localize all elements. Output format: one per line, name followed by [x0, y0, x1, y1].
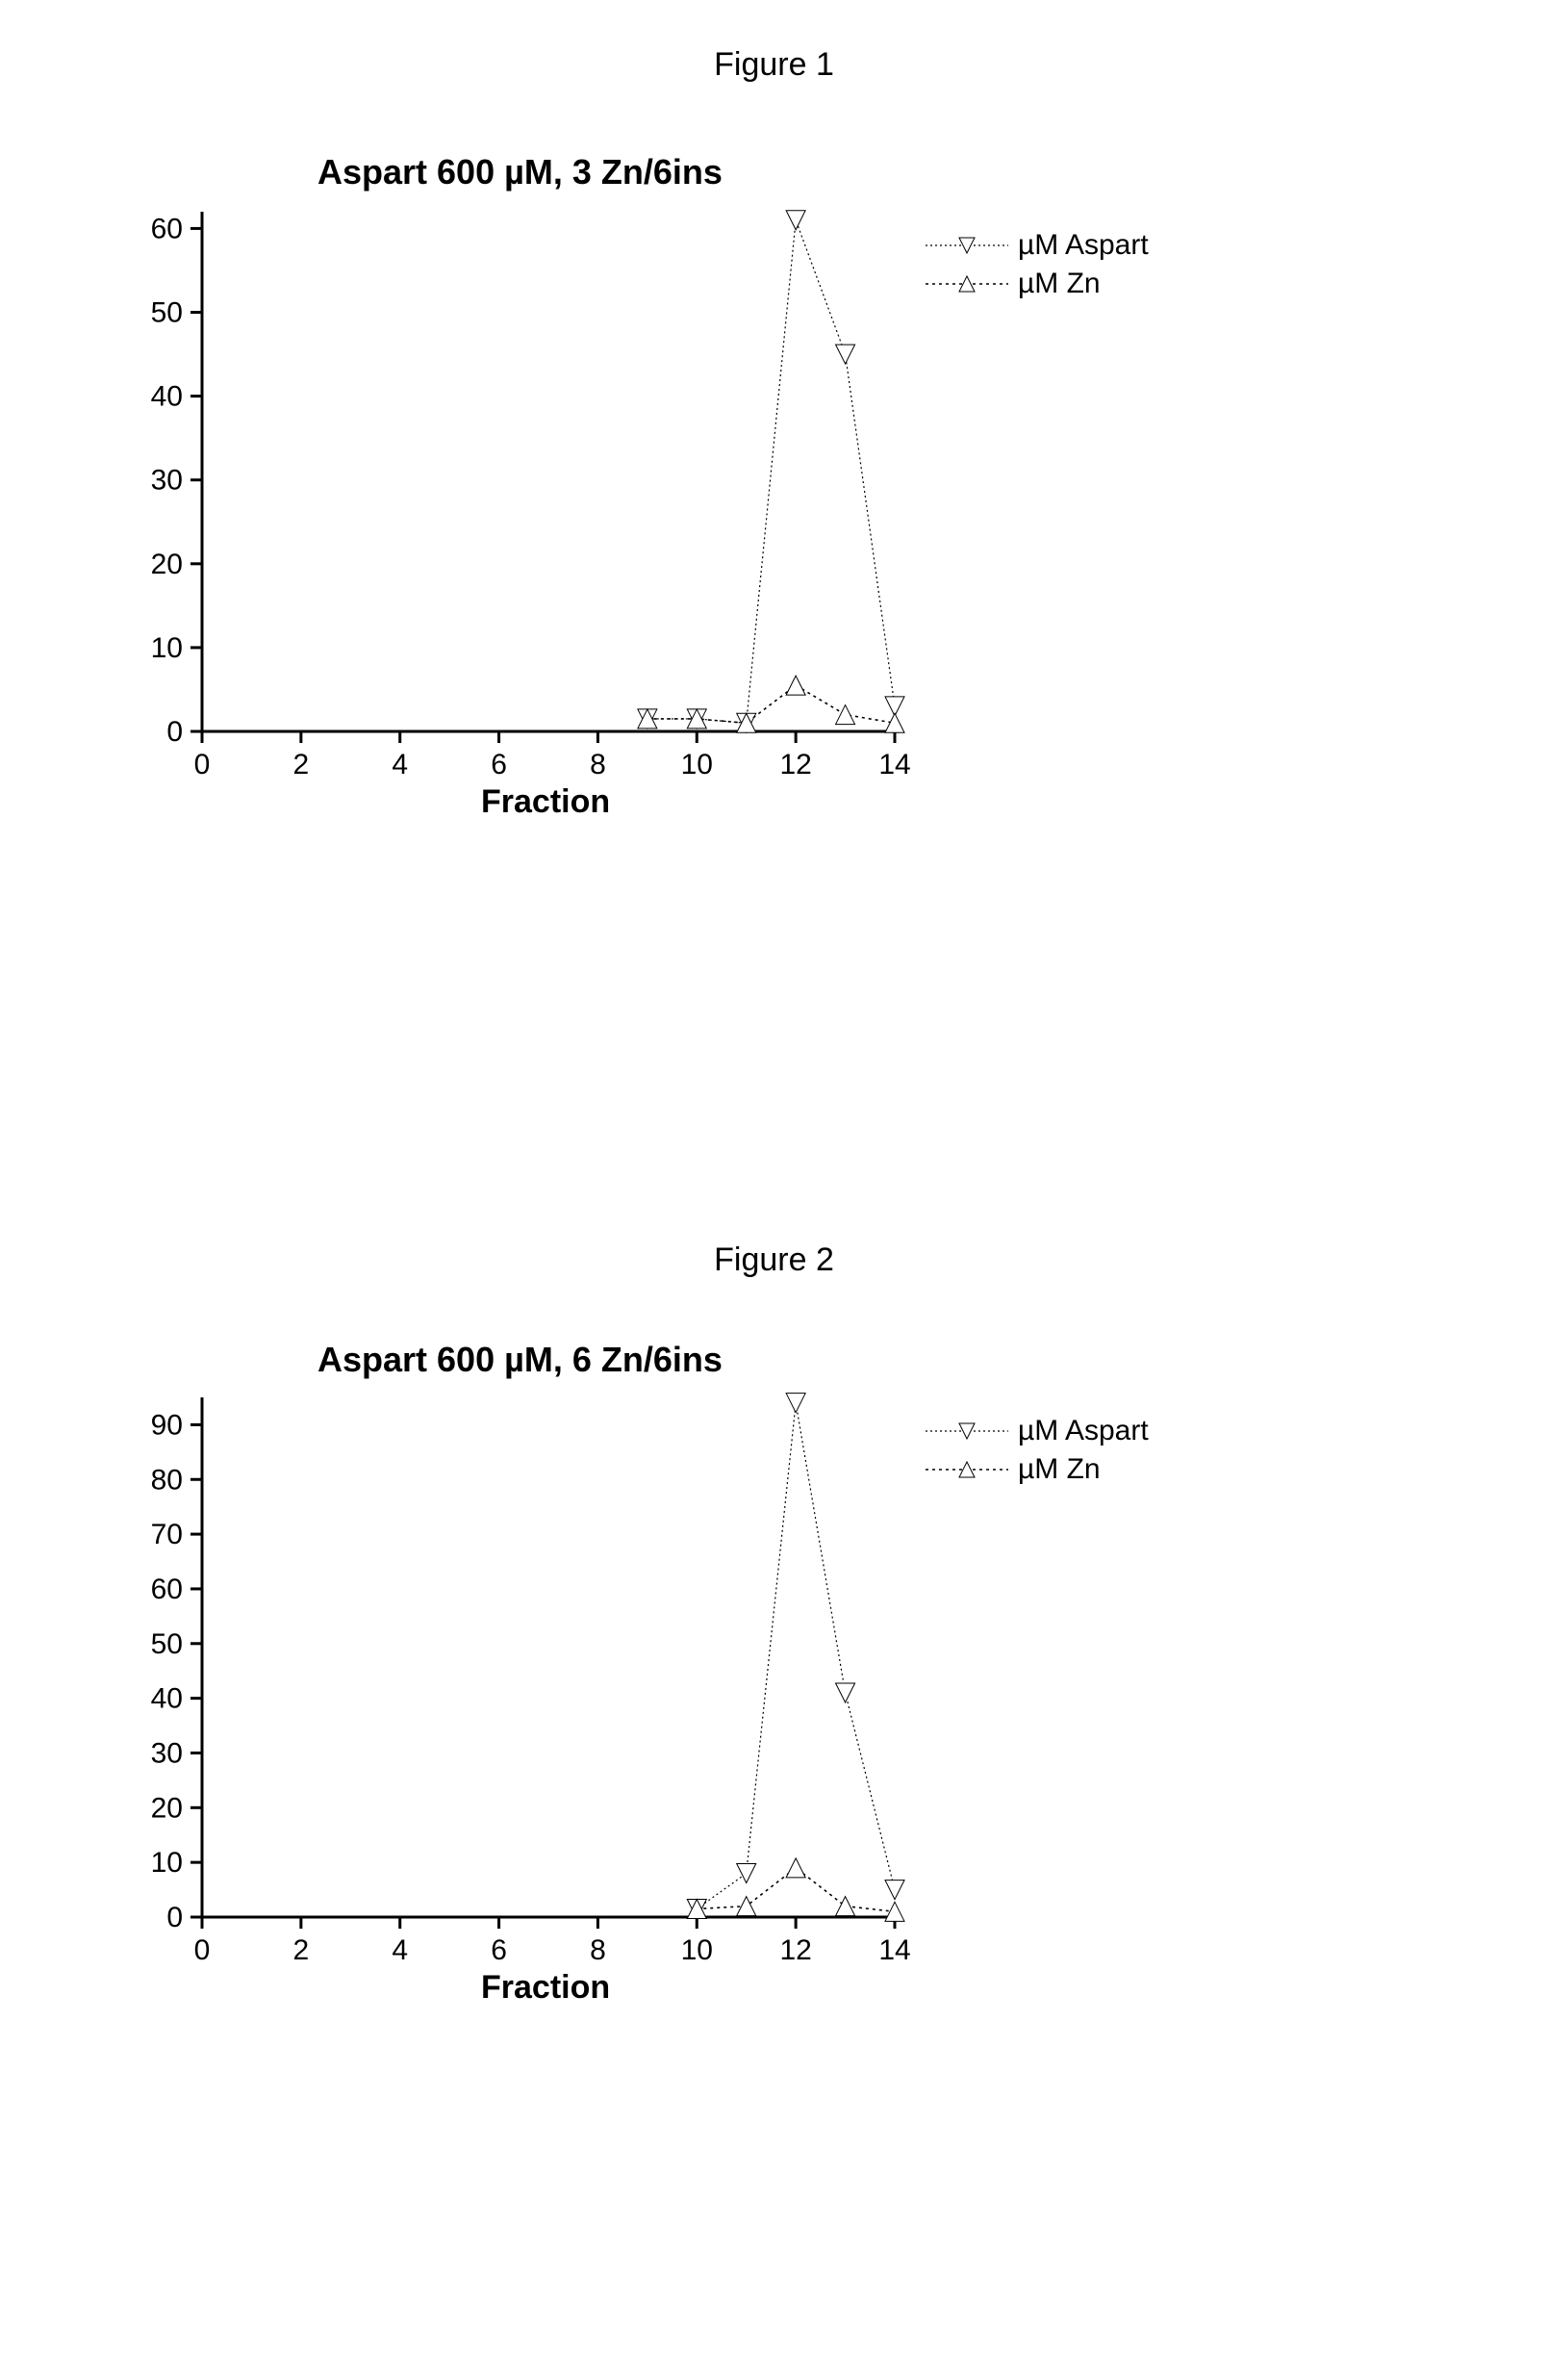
svg-text:60: 60 [151, 1574, 183, 1605]
legend-entry: µM Zn [924, 1453, 1149, 1486]
legend-label: µM Aspart [1018, 1415, 1149, 1447]
legend-entry: µM Aspart [924, 1415, 1149, 1447]
svg-text:80: 80 [151, 1464, 183, 1496]
svg-text:50: 50 [151, 297, 183, 329]
legend-label: µM Aspart [1018, 229, 1149, 262]
svg-text:20: 20 [151, 1792, 183, 1824]
svg-text:6: 6 [491, 1934, 507, 1966]
legend: µM Aspart µM Zn [924, 229, 1149, 306]
svg-text:10: 10 [151, 632, 183, 664]
svg-text:2: 2 [293, 749, 310, 781]
svg-text:50: 50 [151, 1628, 183, 1660]
svg-text:12: 12 [779, 1934, 811, 1966]
svg-text:4: 4 [392, 749, 408, 781]
svg-text:10: 10 [151, 1847, 183, 1879]
figure-caption: Figure 2 [0, 1241, 1548, 1279]
legend-swatch-icon [924, 1456, 1010, 1483]
svg-text:0: 0 [194, 749, 211, 781]
svg-text:0: 0 [166, 716, 183, 748]
legend-label: µM Zn [1018, 268, 1101, 300]
chart-title: Aspart 600 µM, 3 Zn/6ins [317, 152, 723, 192]
svg-text:6: 6 [491, 749, 507, 781]
svg-text:10: 10 [681, 1934, 713, 1966]
legend-entry: µM Aspart [924, 229, 1149, 262]
legend: µM Aspart µM Zn [924, 1415, 1149, 1492]
legend-entry: µM Zn [924, 268, 1149, 300]
svg-text:4: 4 [392, 1934, 408, 1966]
svg-text:0: 0 [166, 1902, 183, 1933]
svg-text:8: 8 [590, 1934, 606, 1966]
legend-swatch-icon [924, 232, 1010, 259]
plot-area: 010203040506002468101214 [202, 212, 895, 731]
x-axis-label: Fraction [481, 783, 610, 821]
legend-swatch-icon [924, 1418, 1010, 1445]
svg-text:14: 14 [878, 1934, 910, 1966]
svg-text:70: 70 [151, 1519, 183, 1550]
svg-text:90: 90 [151, 1409, 183, 1441]
svg-text:10: 10 [681, 749, 713, 781]
svg-text:8: 8 [590, 749, 606, 781]
figure-caption: Figure 1 [0, 46, 1548, 84]
svg-text:40: 40 [151, 1683, 183, 1715]
x-axis-label: Fraction [481, 1969, 610, 2007]
svg-text:20: 20 [151, 549, 183, 580]
chart-title: Aspart 600 µM, 6 Zn/6ins [317, 1340, 723, 1380]
svg-text:14: 14 [878, 749, 910, 781]
svg-text:30: 30 [151, 1737, 183, 1769]
legend-label: µM Zn [1018, 1453, 1101, 1486]
svg-text:30: 30 [151, 465, 183, 497]
svg-text:12: 12 [779, 749, 811, 781]
legend-swatch-icon [924, 270, 1010, 297]
plot-area: 010203040506070809002468101214 [202, 1397, 895, 1917]
svg-text:40: 40 [151, 381, 183, 413]
svg-text:0: 0 [194, 1934, 211, 1966]
svg-text:2: 2 [293, 1934, 310, 1966]
svg-text:60: 60 [151, 213, 183, 244]
